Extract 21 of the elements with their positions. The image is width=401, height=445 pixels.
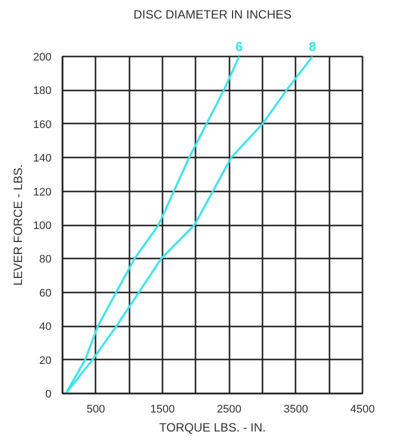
x-tick-label: 1500 (150, 404, 175, 416)
y-axis-title: LEVER FORCE - LBS. (11, 164, 26, 286)
series-label: 6 (236, 39, 243, 54)
y-tick-label: 100 (33, 220, 52, 232)
x-tick-label: 3500 (284, 404, 308, 416)
x-tick-label: 500 (86, 404, 106, 416)
y-tick-label: 60 (39, 287, 52, 300)
y-tick-label: 0 (45, 388, 52, 400)
chart-title: DISC DIAMETER IN INCHES (133, 8, 292, 22)
y-tick-label: 180 (33, 85, 52, 98)
y-tick-label: 120 (33, 186, 52, 198)
y-tick-label: 80 (39, 254, 52, 266)
series-label: 8 (308, 39, 316, 54)
x-tick-label: 2500 (216, 404, 242, 416)
x-tick-label: 4500 (350, 404, 375, 416)
y-tick-label: 200 (33, 52, 52, 64)
x-axis-title: TORQUE LBS. - IN. (159, 420, 266, 434)
y-tick-label: 140 (33, 152, 52, 165)
y-tick-label: 40 (39, 321, 52, 334)
y-tick-label: 20 (39, 354, 52, 367)
y-tick-label: 160 (33, 118, 52, 131)
